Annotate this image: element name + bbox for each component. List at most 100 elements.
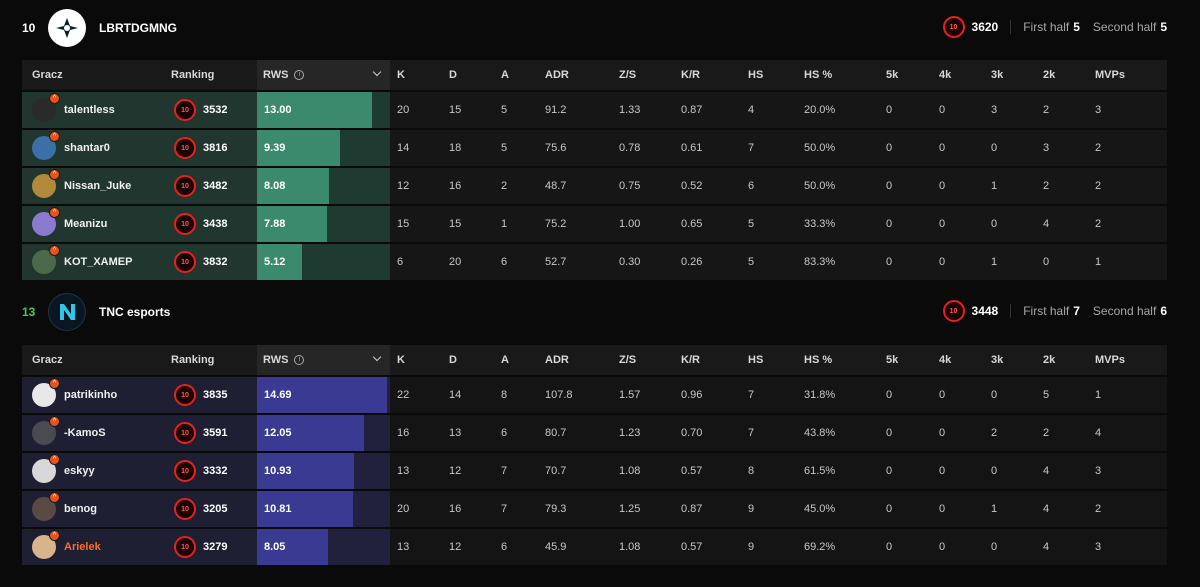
column-header-mvps[interactable]: MVPs xyxy=(1095,69,1125,81)
player-row[interactable]: ^ -KamoS 10 3591 12.05 16 13 6 80.7 1.23 0.70 7 43.8… xyxy=(22,415,1167,451)
player-cell[interactable]: ^ -KamoS xyxy=(22,415,167,451)
player-row[interactable]: ^ shantar0 10 3816 9.39 14 18 5 75.6 0.78 0.61 7 50.… xyxy=(22,130,1167,166)
avatar[interactable]: ^ xyxy=(32,169,60,198)
column-header-2k[interactable]: 2k xyxy=(1043,69,1056,81)
player-name[interactable]: patrikinho xyxy=(64,389,118,401)
player-elo: 3205 xyxy=(203,503,228,515)
player-row[interactable]: ^ benog 10 3205 10.81 20 16 7 79.3 1.25 0.87 9 45.0%… xyxy=(22,491,1167,527)
avatar[interactable]: ^ xyxy=(32,416,60,445)
column-header-hs[interactable]: HS xyxy=(748,354,764,366)
player-row[interactable]: ^ eskyy 10 3332 10.93 13 12 7 70.7 1.08 0.57 8 61.5%… xyxy=(22,453,1167,489)
stat-5k: 0 xyxy=(886,104,893,116)
player-cell[interactable]: ^ Arielek xyxy=(22,529,167,565)
avatar[interactable]: ^ xyxy=(32,207,60,236)
player-name[interactable]: benog xyxy=(64,503,97,515)
player-row[interactable]: ^ patrikinho 10 3835 14.69 22 14 8 107.8 1.57 0.96… xyxy=(22,377,1167,413)
stat-5k: 0 xyxy=(886,142,893,154)
avatar[interactable]: ^ xyxy=(32,454,60,483)
rws-value: 10.81 xyxy=(264,503,292,515)
column-header-ranking[interactable]: Ranking xyxy=(167,345,257,375)
elo-level-icon: 10 xyxy=(174,498,196,520)
player-name[interactable]: eskyy xyxy=(64,465,95,477)
team-name[interactable]: LBRTDGMNG xyxy=(99,21,177,35)
chevron-down-icon[interactable] xyxy=(372,352,382,362)
column-header-hs-percent[interactable]: HS % xyxy=(804,354,833,366)
column-header-mvps[interactable]: MVPs xyxy=(1095,354,1125,366)
column-header-a[interactable]: A xyxy=(501,69,509,81)
stat-adr: 79.3 xyxy=(545,503,567,515)
column-header-player[interactable]: Gracz xyxy=(22,345,167,375)
column-header-z-s[interactable]: Z/S xyxy=(619,69,637,81)
column-header-adr[interactable]: ADR xyxy=(545,69,569,81)
column-header-k-r[interactable]: K/R xyxy=(681,354,700,366)
player-cell[interactable]: ^ shantar0 xyxy=(22,130,167,166)
stat-adr: 91.2 xyxy=(545,104,567,116)
player-cell[interactable]: ^ eskyy xyxy=(22,453,167,489)
avatar[interactable]: ^ xyxy=(32,492,60,521)
player-cell[interactable]: ^ Meanizu xyxy=(22,206,167,242)
player-row[interactable]: ^ talentless 10 3532 13.00 20 15 5 91.2 1.33 0.87 4… xyxy=(22,92,1167,128)
player-name[interactable]: shantar0 xyxy=(64,142,110,154)
team-average-elo: 3620 xyxy=(971,20,999,34)
column-header-4k[interactable]: 4k xyxy=(939,354,952,366)
info-icon[interactable]: i xyxy=(294,355,305,365)
avatar[interactable]: ^ xyxy=(32,378,60,407)
column-header-a[interactable]: A xyxy=(501,354,509,366)
rws-value: 9.39 xyxy=(264,142,286,154)
stat-k-r: 0.87 xyxy=(681,503,703,515)
player-name[interactable]: -KamoS xyxy=(64,427,106,439)
column-header-d[interactable]: D xyxy=(449,354,457,366)
column-header-rws[interactable]: RWS i xyxy=(257,60,390,90)
column-header-4k[interactable]: 4k xyxy=(939,69,952,81)
player-name[interactable]: KOT_XAMEP xyxy=(64,256,133,268)
stat-5k: 0 xyxy=(886,256,893,268)
column-header-3k[interactable]: 3k xyxy=(991,69,1004,81)
column-header-rws[interactable]: RWS i xyxy=(257,345,390,375)
column-header-hs-percent[interactable]: HS % xyxy=(804,69,833,81)
premium-badge-icon: ^ xyxy=(49,530,60,541)
info-icon[interactable]: i xyxy=(294,70,305,80)
player-row[interactable]: ^ KOT_XAMEP 10 3832 5.12 6 20 6 52.7 0.30 0.26 5 83.… xyxy=(22,244,1167,280)
column-header-z-s[interactable]: Z/S xyxy=(619,354,637,366)
column-header-5k[interactable]: 5k xyxy=(886,69,899,81)
rws-cell: 5.12 xyxy=(257,244,390,280)
stat-hs-percent: 33.3% xyxy=(804,218,836,230)
team-name[interactable]: TNC esports xyxy=(99,305,171,319)
stat-k: 12 xyxy=(397,180,410,192)
column-header-ranking[interactable]: Ranking xyxy=(167,60,257,90)
player-cell[interactable]: ^ talentless xyxy=(22,92,167,128)
column-header-k-r[interactable]: K/R xyxy=(681,69,700,81)
column-header-5k[interactable]: 5k xyxy=(886,354,899,366)
column-header-d[interactable]: D xyxy=(449,69,457,81)
chevron-down-icon[interactable] xyxy=(372,67,382,77)
player-cell[interactable]: ^ benog xyxy=(22,491,167,527)
avatar[interactable]: ^ xyxy=(32,245,60,274)
column-header-2k[interactable]: 2k xyxy=(1043,354,1056,366)
player-name[interactable]: Meanizu xyxy=(64,218,108,230)
player-cell[interactable]: ^ KOT_XAMEP xyxy=(22,244,167,280)
player-name[interactable]: Nissan_Juke xyxy=(64,180,132,192)
avatar[interactable]: ^ xyxy=(32,131,60,160)
column-header-3k[interactable]: 3k xyxy=(991,354,1004,366)
column-header-player[interactable]: Gracz xyxy=(22,60,167,90)
first-half-score: 7 xyxy=(1073,304,1080,318)
column-header-adr[interactable]: ADR xyxy=(545,354,569,366)
player-row[interactable]: ^ Arielek 10 3279 8.05 13 12 6 45.9 1.08 0.57 9 69.2… xyxy=(22,529,1167,565)
avatar[interactable]: ^ xyxy=(32,530,60,559)
player-cell[interactable]: ^ patrikinho xyxy=(22,377,167,413)
stat-adr: 75.2 xyxy=(545,218,567,230)
column-header-hs[interactable]: HS xyxy=(748,69,764,81)
column-header-k[interactable]: K xyxy=(397,69,405,81)
stat-2k: 3 xyxy=(1043,142,1050,154)
player-row[interactable]: ^ Meanizu 10 3438 7.88 15 15 1 75.2 1.00 0.65 5 33.3… xyxy=(22,206,1167,242)
player-name[interactable]: Arielek xyxy=(64,541,101,553)
player-cell[interactable]: ^ Nissan_Juke xyxy=(22,168,167,204)
avatar[interactable]: ^ xyxy=(32,93,60,122)
team-logo[interactable] xyxy=(48,9,86,47)
player-row[interactable]: ^ Nissan_Juke 10 3482 8.08 12 16 2 48.7 0.75 0.52 6… xyxy=(22,168,1167,204)
player-name[interactable]: talentless xyxy=(64,104,115,116)
team-logo[interactable] xyxy=(48,293,86,331)
player-elo: 3816 xyxy=(203,142,228,154)
stat-k: 13 xyxy=(397,541,410,553)
column-header-k[interactable]: K xyxy=(397,354,405,366)
